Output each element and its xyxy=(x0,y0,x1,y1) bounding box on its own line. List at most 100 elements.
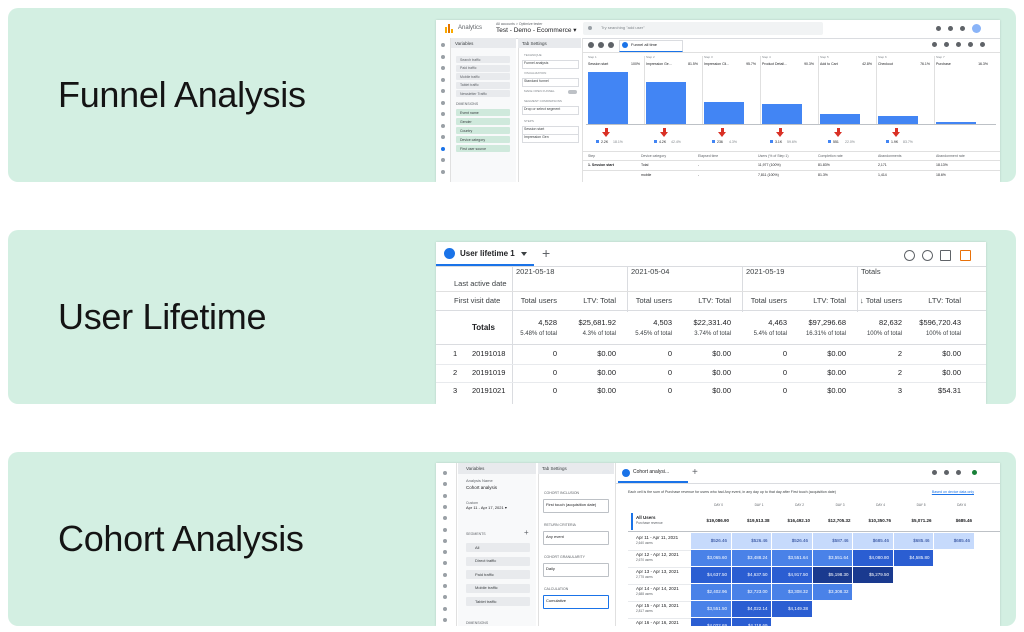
field xyxy=(522,105,579,115)
step-rate: 90.3% xyxy=(804,62,814,66)
table-cell: $0.00 xyxy=(942,349,961,358)
setting-label: CALCULATION xyxy=(544,587,569,591)
table-cell: 0 xyxy=(782,386,787,395)
table-cell: 0 xyxy=(667,386,672,395)
dimension-item: Country xyxy=(460,128,473,133)
chip xyxy=(456,136,510,143)
heat-cell xyxy=(772,533,812,549)
cohort-cell: $4,149.38 xyxy=(787,606,808,611)
table-cell: 3 xyxy=(897,386,902,395)
step-rate: 42.8% xyxy=(862,62,872,66)
chip xyxy=(456,56,510,63)
section-label: SEGMENTS xyxy=(466,532,486,536)
drop-arrow xyxy=(776,132,784,137)
row-index: 2 xyxy=(453,367,458,377)
day-header: DAY 3 xyxy=(835,503,845,507)
step-label: Step 5 xyxy=(820,55,829,59)
drop-rate: 22.0% xyxy=(845,140,855,144)
settings-panel xyxy=(518,38,583,182)
icon xyxy=(960,26,965,31)
funnel-bar xyxy=(820,113,860,124)
toggle xyxy=(568,90,577,94)
users-total: 4,463 xyxy=(768,318,787,327)
panel-title: Tab Settings xyxy=(522,41,547,46)
table-header: Step xyxy=(588,154,596,158)
variable-item: Mobile traffic xyxy=(460,74,480,79)
row-index: 3 xyxy=(453,386,458,395)
setting-item: VISUALIZATION xyxy=(524,71,547,75)
col-divider xyxy=(512,267,513,404)
setting-label: RETURN CRITERIA xyxy=(544,523,576,527)
icon xyxy=(441,123,445,128)
users-share: 5.4% of total xyxy=(753,331,787,337)
funnel-bar xyxy=(646,81,686,124)
setting-item: MAKE OPEN FUNNEL xyxy=(524,89,555,93)
chip xyxy=(456,73,510,80)
funnel-screenshot: Analytics All accounts > Optimize tester T… xyxy=(436,20,1000,182)
cohort-cell: $5,198.30 xyxy=(828,572,849,577)
step-name: Product Detail... xyxy=(762,62,787,66)
date-label: Custom xyxy=(466,501,479,505)
setting-item: Drop or select segment xyxy=(524,107,561,111)
dimension-item: Gender xyxy=(460,119,472,124)
table-cell: 2 xyxy=(897,349,902,358)
setting-label: COHORT GRANULARITY xyxy=(544,555,585,559)
icon xyxy=(968,42,973,47)
heat-cell xyxy=(812,533,852,549)
tab-border xyxy=(436,266,986,267)
legend-swatch xyxy=(712,140,715,143)
row-rule xyxy=(436,310,986,311)
field xyxy=(543,499,609,513)
setting-item: TECHNIQUE xyxy=(524,53,542,57)
left-rail xyxy=(436,463,457,626)
logo xyxy=(448,24,450,33)
total-cell: $19,513.38 xyxy=(746,518,770,523)
row-rule xyxy=(628,600,724,601)
cohort-users: 2,817 users xyxy=(636,609,653,613)
funnel-bar xyxy=(762,104,802,124)
card-title: Cohort Analysis xyxy=(58,518,304,559)
users-header: Total users xyxy=(635,296,672,305)
cohort-cell: $587.46 xyxy=(832,538,849,543)
users-header: Total users xyxy=(520,296,557,305)
heat-cell xyxy=(731,550,771,566)
drop-rate: 83.7% xyxy=(903,140,913,144)
heat-cell xyxy=(731,567,771,583)
icon xyxy=(443,617,447,622)
cohort-cell: $4,637.50 xyxy=(706,572,727,577)
heat-cell xyxy=(853,533,893,549)
table-cell: 0 xyxy=(552,349,557,358)
drop-arrow xyxy=(892,132,900,137)
drop-rate: 42.4% xyxy=(671,140,681,144)
row-rule xyxy=(436,382,986,383)
table-cell: 2,171 xyxy=(878,163,887,167)
logo xyxy=(451,29,453,33)
setting-item: STEPS xyxy=(524,119,534,123)
heat-cell xyxy=(691,567,731,583)
icon xyxy=(443,493,447,498)
divider xyxy=(876,56,877,124)
cohort-cell: $4,080.80 xyxy=(868,555,889,560)
baseline xyxy=(586,124,996,125)
cohort-users: 2,688 users xyxy=(636,592,653,596)
heat-cell xyxy=(812,550,852,566)
divider xyxy=(702,56,703,124)
icon xyxy=(441,54,445,59)
icon xyxy=(441,169,445,174)
lifetime-screenshot: User lifetime 1 + Last active date First vi… xyxy=(436,242,986,404)
segment-item: Tablet traffic xyxy=(475,598,497,604)
icon xyxy=(608,42,614,48)
table-cell: 2 xyxy=(897,367,902,377)
step-name: Impression Ge... xyxy=(646,62,672,66)
step-rate: 95.7% xyxy=(746,62,756,66)
table-cell: $0.00 xyxy=(712,367,731,377)
card-title: Funnel Analysis xyxy=(58,74,306,115)
dimension-item: Device category xyxy=(460,137,486,142)
variable-item: Paid traffic xyxy=(460,66,477,70)
table-cell: 0 xyxy=(667,349,672,358)
icon xyxy=(936,26,941,31)
table-cell: 0 xyxy=(782,349,787,358)
heat-cell xyxy=(772,550,812,566)
heat-cell xyxy=(772,567,812,583)
